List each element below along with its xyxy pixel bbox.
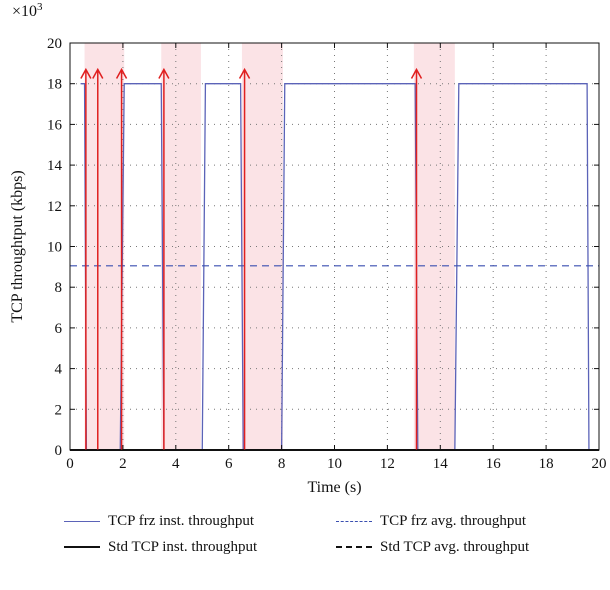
- freeze-arrow-1: [92, 67, 104, 450]
- y-tick-label-7: 14: [47, 158, 63, 174]
- legend: TCP frz inst. throughput TCP frz avg. th…: [64, 510, 604, 580]
- legend-item-frz-inst: TCP frz inst. throughput: [64, 510, 254, 532]
- x-tick-label-9: 18: [539, 456, 554, 472]
- legend-item-frz-avg: TCP frz avg. throughput: [336, 510, 526, 532]
- x-tick-label-7: 14: [433, 456, 449, 472]
- freeze-arrow-head-2: [115, 67, 128, 79]
- legend-label-frz-avg: TCP frz avg. throughput: [380, 512, 527, 529]
- series-line-0: [80, 83, 590, 451]
- y-tick-label-9: 18: [47, 77, 62, 93]
- y-tick-label-0: 0: [55, 443, 63, 459]
- shaded-interval-1: [161, 43, 201, 450]
- y-tick-label-5: 10: [47, 240, 62, 256]
- legend-item-std-avg: Std TCP avg. throughput: [336, 536, 529, 558]
- y-axis-label: TCP throughtput (kbps): [9, 170, 26, 322]
- legend-label-std-avg: Std TCP avg. throughput: [380, 538, 530, 555]
- y-tick-label-3: 6: [55, 321, 63, 337]
- freeze-arrow-4: [238, 67, 251, 450]
- x-tick-label-10: 20: [592, 456, 607, 472]
- legend-swatch-frz-inst: [64, 520, 100, 522]
- legend-item-std-inst: Std TCP inst. throughput: [64, 536, 257, 558]
- legend-swatch-std-inst: [64, 546, 100, 548]
- legend-swatch-frz-avg: [336, 520, 372, 522]
- x-tick-label-8: 16: [486, 456, 502, 472]
- x-tick-label-0: 0: [66, 456, 74, 472]
- freeze-arrow-0: [80, 67, 92, 450]
- series-lines: [70, 83, 599, 451]
- freeze-arrow-head-3: [158, 67, 170, 79]
- legend-swatch-std-avg: [336, 546, 372, 548]
- freeze-arrow-2: [115, 67, 128, 450]
- shaded-interval-0: [84, 43, 125, 450]
- legend-label-frz-inst: TCP frz inst. throughput: [108, 512, 255, 529]
- freeze-arrow-head-1: [92, 67, 104, 79]
- freeze-arrow-head-0: [80, 67, 92, 79]
- freeze-arrows: [80, 67, 423, 450]
- grid: [70, 43, 599, 450]
- y-multiplier-label: ×103: [12, 1, 43, 20]
- axis-ticks: 0 2 4 6 8 10 12 14 16 18 20 0 2 4 6 8 10 12 14 16 18 20: [47, 36, 607, 472]
- y-tick-label-10: 20: [47, 36, 62, 52]
- y-tick-label-8: 16: [47, 117, 63, 133]
- legend-label-std-inst: Std TCP inst. throughput: [108, 538, 258, 555]
- x-axis-label: Time (s): [307, 479, 361, 496]
- freeze-arrow-head-5: [410, 67, 423, 79]
- y-multiplier-exponent: 3: [37, 1, 43, 13]
- x-tick-label-2: 4: [172, 456, 180, 472]
- freeze-arrow-3: [158, 67, 170, 450]
- y-multiplier-base: ×10: [12, 3, 37, 20]
- y-tick-label-2: 4: [55, 362, 63, 378]
- x-tick-label-4: 8: [278, 456, 286, 472]
- freeze-arrow-5: [410, 67, 423, 450]
- freeze-arrow-head-4: [238, 67, 251, 79]
- x-tick-label-5: 10: [327, 456, 342, 472]
- y-tick-label-1: 2: [55, 402, 63, 418]
- y-tick-label-6: 12: [47, 199, 62, 215]
- y-tick-label-4: 8: [55, 280, 63, 296]
- shaded-intervals: [84, 43, 455, 450]
- x-tick-label-6: 12: [380, 456, 395, 472]
- x-tick-label-1: 2: [119, 456, 127, 472]
- x-tick-label-3: 6: [225, 456, 233, 472]
